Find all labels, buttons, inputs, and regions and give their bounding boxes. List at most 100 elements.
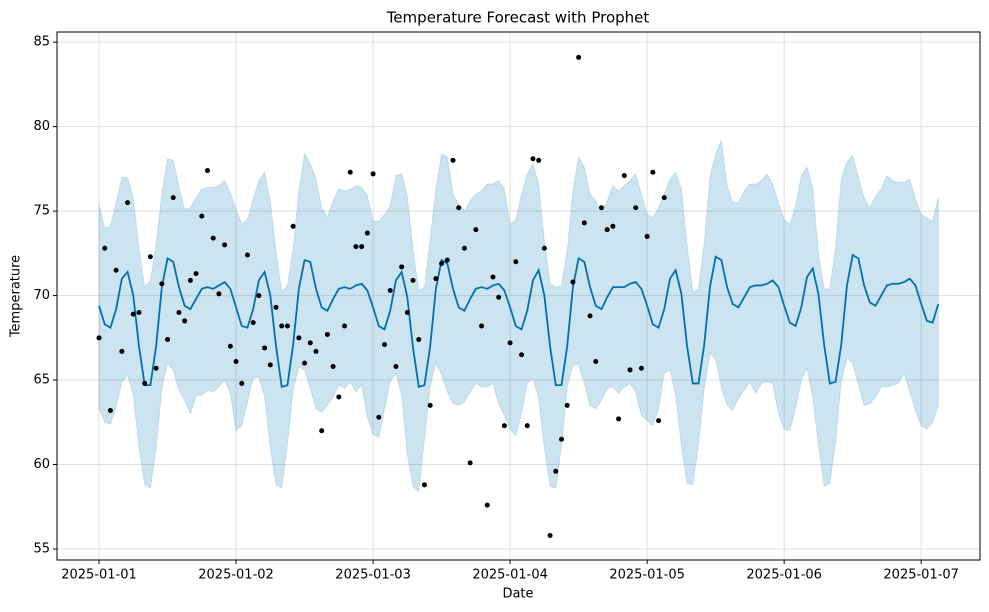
observed-point [381,342,387,348]
observed-point [479,323,485,329]
observed-point [107,407,113,413]
observed-point [604,227,610,233]
observed-point [553,468,559,474]
observed-point [399,264,405,270]
observed-point [170,195,176,201]
observed-point [199,213,205,219]
observed-point [496,294,502,300]
observed-point [307,340,313,346]
observed-point [376,414,382,420]
observed-point [616,416,622,422]
observed-point [227,343,233,349]
observed-point [290,223,296,229]
observed-point [193,271,199,277]
observed-point [336,394,342,400]
observed-point [324,331,330,337]
y-tick-label: 85 [33,35,50,50]
observed-point [570,279,576,285]
observed-point [319,428,325,434]
observed-point [153,365,159,371]
observed-point [125,200,131,206]
observed-point [284,323,290,329]
observed-point [536,157,542,163]
observed-point [159,281,165,287]
observed-point [359,244,365,250]
observed-point [507,340,513,346]
observed-point [119,348,125,354]
observed-point [96,335,102,341]
observed-point [387,288,393,294]
observed-point [644,233,650,239]
observed-point [513,259,519,265]
x-tick-label: 2025-01-01 [61,568,137,583]
observed-point [576,54,582,60]
observed-point [610,223,616,229]
x-tick-label: 2025-01-02 [198,568,274,583]
observed-point [638,365,644,371]
observed-point [524,423,530,429]
observed-point [421,482,427,488]
observed-point [456,205,462,211]
observed-point [416,337,422,343]
observed-point [262,345,268,351]
observed-point [136,309,142,315]
observed-point [364,230,370,236]
observed-point [233,358,239,364]
observed-point [593,358,599,364]
observed-point [313,348,319,354]
x-tick-label: 2025-01-03 [335,568,411,583]
observed-point [142,380,148,386]
observed-point [530,156,536,162]
observed-point [427,402,433,408]
x-axis-label: Date [502,587,533,602]
y-tick-label: 70 [33,288,50,303]
observed-point [633,205,639,211]
observed-point [370,171,376,177]
observed-point [484,502,490,508]
y-tick-label: 75 [33,204,50,219]
observed-point [564,402,570,408]
observed-point [439,260,445,266]
observed-point [541,245,547,251]
observed-point [239,380,245,386]
observed-point [473,227,479,233]
observed-point [410,277,416,283]
x-tick-label: 2025-01-07 [883,568,959,583]
y-axis-label: Temperature [9,255,24,338]
forecast-line [98,253,940,388]
observed-point [501,423,507,429]
observed-point [627,367,633,373]
observed-point [581,220,587,226]
y-tick-label: 55 [33,542,50,557]
observed-point [547,533,553,539]
x-tick-label: 2025-01-04 [472,568,548,583]
observed-point [650,169,656,175]
observed-point [656,418,662,424]
observed-point [330,364,336,370]
observed-point [130,311,136,317]
y-tick-label: 60 [33,457,50,472]
observed-point [296,335,302,341]
observed-point [147,254,153,260]
observed-point [182,318,188,324]
observed-point [353,244,359,250]
observed-point [273,304,279,310]
observed-point [279,323,285,329]
plot-frame [56,31,981,561]
observed-point [210,235,216,241]
observed-point [450,157,456,163]
observed-point [433,276,439,282]
y-tick-label: 80 [33,119,50,134]
observed-point [187,277,193,283]
observed-point [176,309,182,315]
observed-point [444,257,450,263]
observed-point [598,205,604,211]
observed-point [404,309,410,315]
observed-point [165,337,171,343]
observed-point [519,352,525,358]
observed-point [256,293,262,299]
uncertainty-band [98,138,939,493]
x-tick-label: 2025-01-05 [609,568,685,583]
